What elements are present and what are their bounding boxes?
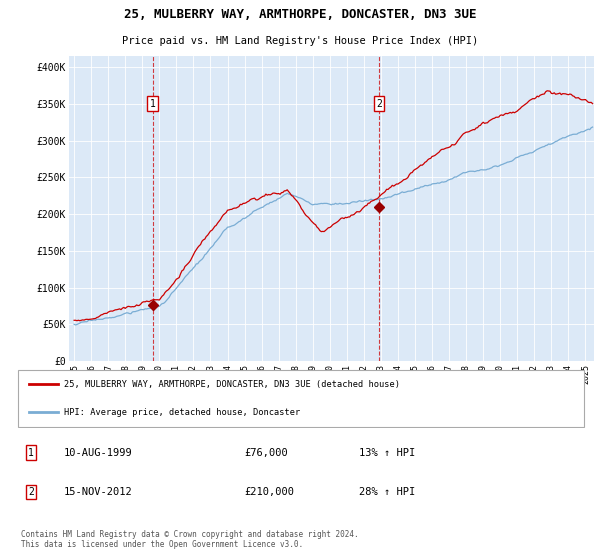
Text: 13% ↑ HPI: 13% ↑ HPI (359, 448, 415, 458)
Text: 28% ↑ HPI: 28% ↑ HPI (359, 487, 415, 497)
Text: 2: 2 (28, 487, 34, 497)
Text: £76,000: £76,000 (244, 448, 288, 458)
Text: HPI: Average price, detached house, Doncaster: HPI: Average price, detached house, Donc… (64, 408, 300, 417)
Text: 25, MULBERRY WAY, ARMTHORPE, DONCASTER, DN3 3UE (detached house): 25, MULBERRY WAY, ARMTHORPE, DONCASTER, … (64, 380, 400, 389)
Text: 1: 1 (149, 99, 155, 109)
Text: 2: 2 (376, 99, 382, 109)
FancyBboxPatch shape (18, 370, 584, 427)
Text: Contains HM Land Registry data © Crown copyright and database right 2024.
This d: Contains HM Land Registry data © Crown c… (21, 530, 358, 549)
Text: 1: 1 (28, 448, 34, 458)
Text: 15-NOV-2012: 15-NOV-2012 (64, 487, 133, 497)
Text: 10-AUG-1999: 10-AUG-1999 (64, 448, 133, 458)
Text: Price paid vs. HM Land Registry's House Price Index (HPI): Price paid vs. HM Land Registry's House … (122, 36, 478, 46)
Text: 25, MULBERRY WAY, ARMTHORPE, DONCASTER, DN3 3UE: 25, MULBERRY WAY, ARMTHORPE, DONCASTER, … (124, 8, 476, 21)
Text: £210,000: £210,000 (244, 487, 294, 497)
